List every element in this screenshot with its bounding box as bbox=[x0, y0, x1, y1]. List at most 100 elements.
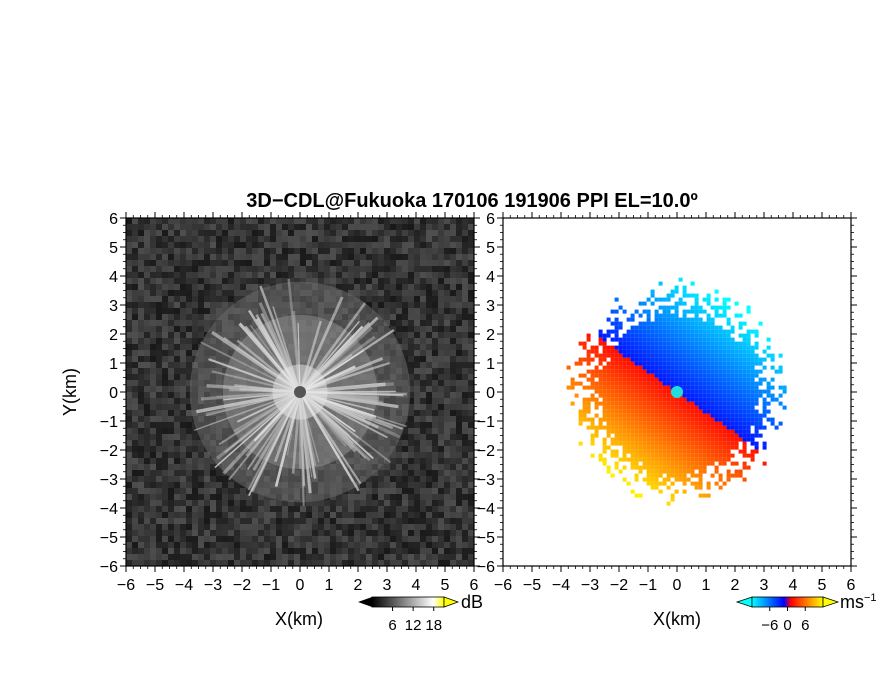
reflectivity-noise-cell bbox=[186, 362, 192, 368]
velocity-cell bbox=[706, 301, 711, 306]
reflectivity-noise-cell bbox=[132, 404, 138, 410]
velocity-cell bbox=[710, 381, 715, 386]
reflectivity-noise-cell bbox=[174, 476, 180, 482]
reflectivity-noise-cell bbox=[234, 542, 240, 548]
velocity-cell bbox=[726, 365, 731, 370]
velocity-cell bbox=[738, 357, 743, 362]
reflectivity-noise-cell bbox=[156, 326, 162, 332]
reflectivity-noise-cell bbox=[126, 470, 132, 476]
reflectivity-noise-cell bbox=[390, 242, 396, 248]
reflectivity-noise-cell bbox=[468, 548, 474, 554]
velocity-cell bbox=[742, 353, 747, 358]
reflectivity-noise-cell bbox=[132, 536, 138, 542]
velocity-cell bbox=[638, 361, 643, 366]
reflectivity-noise-cell bbox=[468, 242, 474, 248]
velocity-cell bbox=[738, 421, 743, 426]
velocity-cell bbox=[606, 405, 611, 410]
reflectivity-noise-cell bbox=[174, 542, 180, 548]
reflectivity-noise-cell bbox=[366, 242, 372, 248]
reflectivity-noise-cell bbox=[462, 506, 468, 512]
velocity-cell bbox=[658, 429, 663, 434]
reflectivity-noise-cell bbox=[138, 416, 144, 422]
reflectivity-noise-cell bbox=[438, 428, 444, 434]
reflectivity-noise-cell bbox=[210, 296, 216, 302]
reflectivity-noise-cell bbox=[180, 542, 186, 548]
reflectivity-noise-cell bbox=[234, 248, 240, 254]
reflectivity-noise-cell bbox=[126, 362, 132, 368]
reflectivity-noise-cell bbox=[444, 542, 450, 548]
velocity-cell bbox=[750, 329, 755, 334]
reflectivity-noise-cell bbox=[186, 488, 192, 494]
reflectivity-noise-cell bbox=[174, 314, 180, 320]
reflectivity-noise-cell bbox=[246, 554, 252, 560]
reflectivity-noise-cell bbox=[390, 500, 396, 506]
velocity-cell bbox=[726, 297, 731, 302]
reflectivity-noise-cell bbox=[462, 242, 468, 248]
reflectivity-noise-cell bbox=[318, 224, 324, 230]
velocity-cell bbox=[694, 393, 699, 398]
reflectivity-noise-cell bbox=[390, 512, 396, 518]
reflectivity-noise-cell bbox=[390, 560, 396, 566]
reflectivity-noise-cell bbox=[420, 356, 426, 362]
velocity-cell bbox=[734, 345, 739, 350]
reflectivity-noise-cell bbox=[294, 500, 300, 506]
reflectivity-noise-cell bbox=[234, 278, 240, 284]
reflectivity-noise-cell bbox=[468, 362, 474, 368]
reflectivity-noise-cell bbox=[180, 332, 186, 338]
reflectivity-noise-cell bbox=[258, 506, 264, 512]
reflectivity-noise-cell bbox=[222, 524, 228, 530]
velocity-cell bbox=[618, 365, 623, 370]
velocity-cell bbox=[670, 313, 675, 318]
reflectivity-noise-cell bbox=[180, 236, 186, 242]
reflectivity-noise-cell bbox=[438, 380, 444, 386]
reflectivity-noise-cell bbox=[132, 248, 138, 254]
reflectivity-noise-cell bbox=[300, 266, 306, 272]
reflectivity-noise-cell bbox=[132, 296, 138, 302]
reflectivity-noise-cell bbox=[336, 524, 342, 530]
reflectivity-noise-cell bbox=[456, 518, 462, 524]
reflectivity-noise-cell bbox=[438, 476, 444, 482]
reflectivity-noise-cell bbox=[216, 302, 222, 308]
reflectivity-noise-cell bbox=[318, 512, 324, 518]
reflectivity-noise-cell bbox=[384, 530, 390, 536]
reflectivity-noise-cell bbox=[132, 230, 138, 236]
velocity-cell bbox=[630, 313, 635, 318]
velocity-cell bbox=[718, 405, 723, 410]
velocity-cell bbox=[710, 409, 715, 414]
reflectivity-noise-cell bbox=[216, 290, 222, 296]
reflectivity-noise-cell bbox=[168, 308, 174, 314]
reflectivity-noise-cell bbox=[384, 476, 390, 482]
reflectivity-noise-cell bbox=[132, 518, 138, 524]
velocity-cell bbox=[610, 321, 615, 326]
velocity-cell bbox=[666, 361, 671, 366]
reflectivity-noise-cell bbox=[330, 530, 336, 536]
reflectivity-noise-cell bbox=[210, 464, 216, 470]
reflectivity-noise-cell bbox=[126, 374, 132, 380]
velocity-cell bbox=[698, 341, 703, 346]
velocity-cell bbox=[706, 357, 711, 362]
reflectivity-noise-cell bbox=[270, 530, 276, 536]
reflectivity-noise-cell bbox=[408, 386, 414, 392]
reflectivity-noise-cell bbox=[396, 560, 402, 566]
velocity-cell bbox=[714, 313, 719, 318]
reflectivity-noise-cell bbox=[330, 266, 336, 272]
reflectivity-noise-cell bbox=[174, 290, 180, 296]
reflectivity-noise-cell bbox=[396, 272, 402, 278]
reflectivity-noise-cell bbox=[264, 230, 270, 236]
reflectivity-noise-cell bbox=[144, 308, 150, 314]
reflectivity-noise-cell bbox=[348, 260, 354, 266]
reflectivity-noise-cell bbox=[444, 266, 450, 272]
reflectivity-noise-cell bbox=[378, 512, 384, 518]
velocity-cell bbox=[586, 405, 591, 410]
reflectivity-noise-cell bbox=[270, 542, 276, 548]
reflectivity-noise-cell bbox=[162, 476, 168, 482]
reflectivity-noise-cell bbox=[132, 272, 138, 278]
reflectivity-noise-cell bbox=[426, 296, 432, 302]
reflectivity-noise-cell bbox=[384, 278, 390, 284]
reflectivity-noise-cell bbox=[348, 242, 354, 248]
reflectivity-noise-cell bbox=[294, 548, 300, 554]
reflectivity-noise-cell bbox=[450, 500, 456, 506]
reflectivity-noise-cell bbox=[198, 494, 204, 500]
reflectivity-noise-cell bbox=[222, 500, 228, 506]
velocity-cell bbox=[610, 397, 615, 402]
